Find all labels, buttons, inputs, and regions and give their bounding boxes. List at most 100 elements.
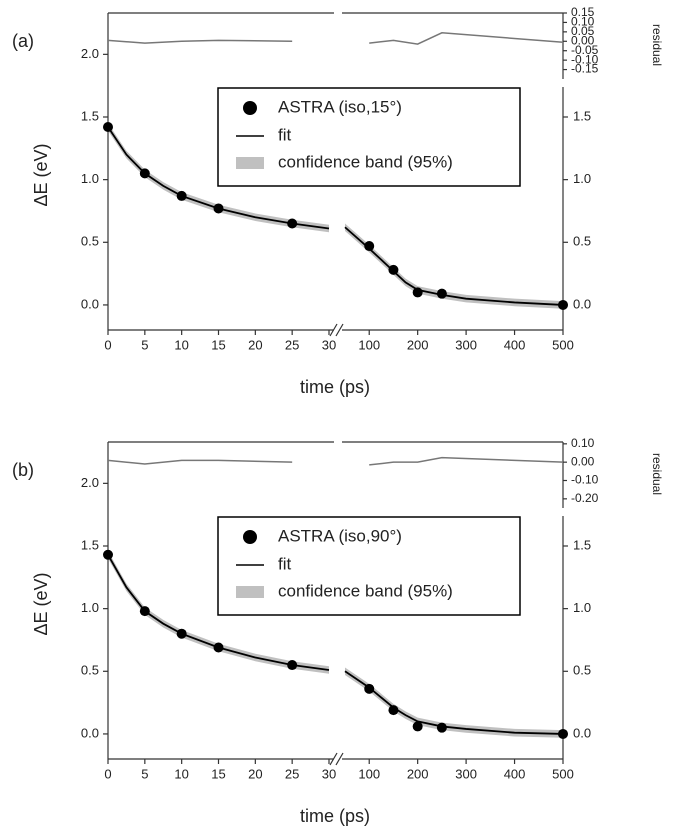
axis-break [329, 752, 338, 766]
residual-tick-label: -0.20 [571, 491, 599, 505]
legend-marker [243, 101, 257, 115]
residual-tick-label: -0.05 [571, 43, 599, 57]
x-axis-label: time (ps) [300, 377, 370, 397]
x-tick-label: 400 [504, 766, 526, 781]
y2-tick-label: 0.0 [573, 725, 591, 740]
x-tick-label: 15 [211, 766, 225, 781]
y2-tick-label: 0.5 [573, 234, 591, 249]
y2-tick-label: 1.0 [573, 171, 591, 186]
residual-tick-label: 0.00 [571, 454, 595, 468]
data-point [103, 549, 113, 560]
legend-label: confidence band (95%) [278, 581, 453, 600]
legend-label: ASTRA (iso,15°) [278, 97, 402, 116]
data-point [213, 203, 224, 214]
data-point [388, 264, 399, 275]
x-tick-label: 25 [285, 337, 299, 352]
data-point [388, 705, 399, 716]
y-tick-label: 2.0 [81, 46, 99, 61]
x-tick-label: 30 [322, 766, 336, 781]
y2-tick-label: 1.0 [573, 600, 591, 615]
legend-marker [236, 586, 264, 598]
y-tick-label: 1.0 [81, 600, 99, 615]
x-tick-label: 100 [358, 337, 380, 352]
panel-label: (b) [12, 460, 34, 480]
y-tick-label: 1.5 [81, 108, 99, 123]
data-point [287, 660, 298, 671]
x-tick-label: 200 [407, 337, 429, 352]
y-tick-label: 0.5 [81, 663, 99, 678]
y2-tick-label: 1.5 [573, 537, 591, 552]
legend-box [217, 87, 521, 187]
x-tick-label: 300 [455, 337, 477, 352]
x-tick-label: 5 [141, 766, 148, 781]
data-point [139, 606, 150, 617]
residual-line [107, 459, 293, 465]
x-tick-label: 25 [285, 766, 299, 781]
x-tick-label: 0 [104, 766, 111, 781]
x-tick-label: 10 [174, 337, 188, 352]
x-axis-label: time (ps) [300, 806, 370, 826]
residual-label: residual [650, 453, 664, 495]
data-point [364, 241, 375, 252]
x-tick-label: 10 [174, 766, 188, 781]
data-point [213, 642, 224, 653]
x-tick-label: 15 [211, 337, 225, 352]
residual-line [369, 456, 564, 466]
fit-line [344, 670, 564, 735]
residual-tick-label: 0.15 [571, 5, 595, 19]
x-tick-label: 5 [141, 337, 148, 352]
y-tick-label: 0.5 [81, 234, 99, 249]
y-tick-label: 1.5 [81, 537, 99, 552]
residual-tick-label: -0.15 [571, 62, 599, 76]
y-tick-label: 2.0 [81, 475, 99, 490]
y-tick-label: 0.0 [81, 296, 99, 311]
x-tick-label: 20 [248, 337, 262, 352]
data-point [412, 721, 423, 732]
axis-break [329, 323, 338, 337]
residual-tick-label: 0.10 [571, 15, 595, 29]
y2-tick-label: 0.5 [573, 663, 591, 678]
legend-marker [243, 530, 257, 544]
residual-tick-label: 0.05 [571, 24, 595, 38]
residual-tick-label: -0.10 [571, 52, 599, 66]
x-tick-label: 500 [552, 766, 574, 781]
legend-box [217, 516, 521, 616]
x-tick-label: 200 [407, 766, 429, 781]
data-point [558, 299, 568, 310]
y-axis-label: ΔE (eV) [31, 143, 51, 206]
legend-label: fit [278, 125, 292, 144]
x-tick-label: 500 [552, 337, 574, 352]
data-point [139, 168, 150, 179]
legend-marker [236, 157, 264, 169]
data-point [436, 722, 447, 733]
residual-tick-label: 0.10 [571, 436, 595, 450]
legend-label: ASTRA (iso,90°) [278, 526, 402, 545]
data-point [176, 190, 187, 201]
data-point [412, 287, 423, 298]
residual-label: residual [650, 24, 664, 66]
residual-line [369, 32, 564, 45]
y-tick-label: 1.0 [81, 171, 99, 186]
residual-line [107, 39, 293, 44]
data-point [103, 122, 113, 133]
data-point [287, 218, 298, 229]
data-point [176, 628, 187, 639]
y-tick-label: 0.0 [81, 725, 99, 740]
y2-tick-label: 0.0 [573, 296, 591, 311]
legend-label: fit [278, 554, 292, 573]
legend-label: confidence band (95%) [278, 152, 453, 171]
y-axis-label: ΔE (eV) [31, 572, 51, 635]
data-point [364, 683, 375, 694]
x-tick-label: 30 [322, 337, 336, 352]
residual-tick-label: 0.00 [571, 33, 595, 47]
x-tick-label: 20 [248, 766, 262, 781]
data-point [558, 728, 568, 739]
x-tick-label: 100 [358, 766, 380, 781]
residual-tick-label: -0.10 [571, 473, 599, 487]
y2-tick-label: 1.5 [573, 108, 591, 123]
axis-break [335, 752, 344, 766]
x-tick-label: 400 [504, 337, 526, 352]
x-tick-label: 0 [104, 337, 111, 352]
panel-label: (a) [12, 31, 34, 51]
